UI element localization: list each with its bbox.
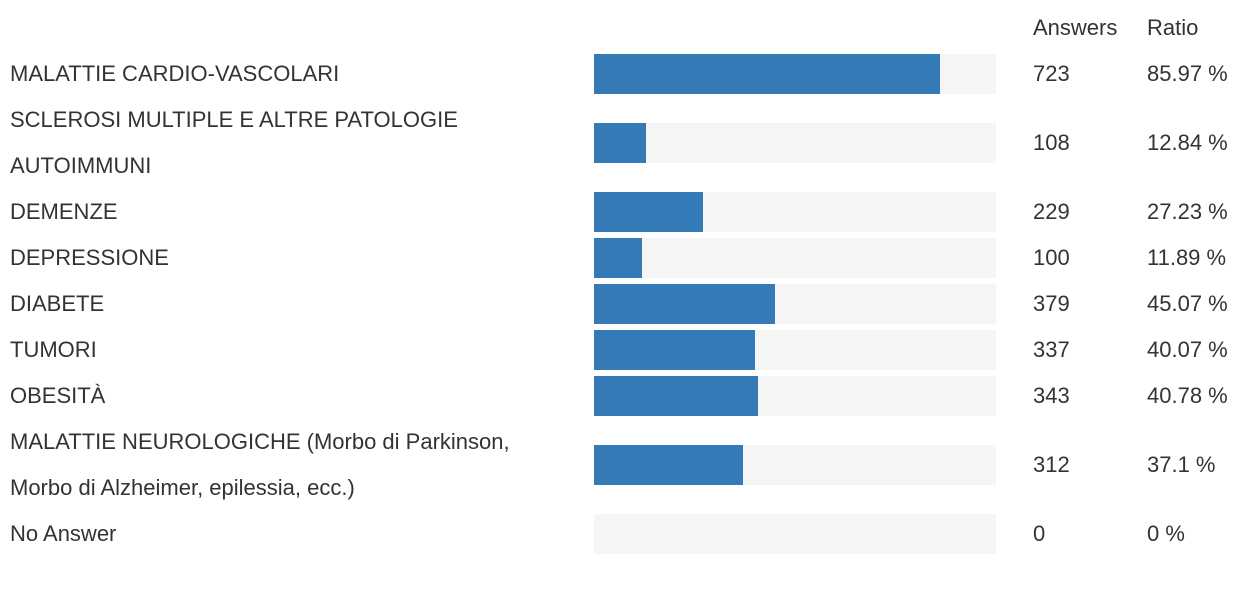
answer-ratio: 37.1 % [1147, 452, 1216, 477]
answer-count: 312 [1033, 452, 1070, 477]
answer-ratio: 40.07 % [1147, 337, 1228, 362]
bar [594, 192, 704, 232]
answer-label: DIABETE [10, 291, 105, 316]
answer-label: SCLEROSI MULTIPLE E ALTRE PATOLOGIE AUTO… [10, 107, 458, 178]
bar-track [594, 284, 996, 324]
bar [594, 376, 758, 416]
bar-track [594, 514, 996, 554]
bar [594, 284, 776, 324]
answer-count: 108 [1033, 130, 1070, 155]
answer-label: TUMORI [10, 337, 97, 362]
answer-label: DEMENZE [10, 199, 118, 224]
bar-track [594, 238, 996, 278]
answer-ratio: 40.78 % [1147, 383, 1228, 408]
answer-ratio: 27.23 % [1147, 199, 1228, 224]
answer-ratio: 85.97 % [1147, 61, 1228, 86]
bar [594, 330, 756, 370]
result-row: MALATTIE NEUROLOGICHE (Morbo di Parkinso… [0, 419, 1253, 511]
answer-label: No Answer [10, 521, 117, 546]
column-header: Ratio [1147, 15, 1199, 40]
bar [594, 238, 642, 278]
answer-ratio: 11.89 % [1147, 245, 1227, 270]
result-row: TUMORI 337 40.07 % [0, 327, 1253, 373]
answer-count: 343 [1033, 383, 1070, 408]
bar [594, 123, 646, 163]
result-row: SCLEROSI MULTIPLE E ALTRE PATOLOGIE AUTO… [0, 97, 1253, 189]
answer-label: MALATTIE CARDIO-VASCOLARI [10, 61, 340, 86]
result-row: No Answer 0 0 % [0, 511, 1253, 557]
answer-label: MALATTIE NEUROLOGICHE (Morbo di Parkinso… [10, 429, 510, 500]
column-header: Answers [1033, 15, 1118, 40]
answer-ratio: 45.07 % [1147, 291, 1228, 316]
answer-count: 229 [1033, 199, 1070, 224]
answer-ratio: 0 % [1147, 521, 1185, 546]
result-row: DEPRESSIONE 100 11.89 % [0, 235, 1253, 281]
bar-track [594, 192, 996, 232]
answer-count: 337 [1033, 337, 1070, 362]
answer-count: 0 [1033, 521, 1046, 546]
answer-label: OBESITÀ [10, 383, 106, 408]
answer-count: 723 [1033, 61, 1070, 86]
bar [594, 445, 744, 485]
answer-count: 379 [1033, 291, 1070, 316]
bar-track [594, 445, 996, 485]
answer-count: 100 [1033, 245, 1070, 270]
bar-track [594, 376, 996, 416]
result-row: OBESITÀ 343 40.78 % [0, 373, 1253, 419]
answer-ratio: 12.84 % [1147, 130, 1228, 155]
result-row: DEMENZE 229 27.23 % [0, 189, 1253, 235]
bar-track [594, 54, 996, 94]
result-row: MALATTIE CARDIO-VASCOLARI 723 85.97 % [0, 51, 1253, 97]
bar-track [594, 330, 996, 370]
bar-track [594, 123, 996, 163]
result-row: DIABETE 379 45.07 % [0, 281, 1253, 327]
answer-label: DEPRESSIONE [10, 245, 169, 270]
bar [594, 54, 940, 94]
